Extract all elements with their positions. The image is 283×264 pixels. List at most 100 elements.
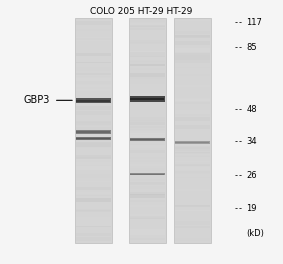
Bar	[175, 98, 210, 102]
Bar	[175, 55, 210, 59]
Bar	[175, 147, 210, 149]
Bar	[76, 131, 110, 133]
Bar	[76, 31, 111, 32]
Bar	[175, 225, 210, 228]
Bar	[76, 162, 111, 163]
Bar	[175, 173, 210, 175]
Bar	[175, 224, 210, 229]
Bar	[175, 146, 210, 151]
Bar	[130, 96, 165, 100]
Bar	[175, 152, 210, 153]
Bar	[175, 114, 210, 116]
Bar	[76, 192, 111, 194]
Bar	[130, 216, 165, 219]
Text: COLO 205 HT-29 HT-29: COLO 205 HT-29 HT-29	[90, 7, 193, 16]
Bar	[76, 137, 111, 141]
Bar	[76, 198, 111, 201]
Bar	[130, 82, 165, 87]
Bar	[175, 117, 210, 119]
Bar	[130, 184, 165, 189]
Bar	[175, 173, 210, 175]
Bar	[76, 177, 111, 180]
Bar	[175, 141, 210, 144]
Bar	[130, 238, 165, 240]
Text: --: --	[233, 18, 243, 27]
Bar	[175, 205, 210, 207]
Bar	[130, 186, 165, 188]
Text: 48: 48	[246, 105, 257, 114]
Bar	[175, 184, 210, 185]
Bar	[130, 139, 164, 140]
Bar	[76, 142, 111, 147]
Bar	[76, 134, 111, 138]
Bar	[76, 122, 111, 126]
Bar	[130, 51, 165, 55]
Bar	[130, 186, 165, 189]
Bar	[175, 58, 210, 63]
Bar	[130, 176, 165, 181]
Bar	[130, 168, 165, 172]
Bar	[175, 59, 210, 64]
Bar	[130, 37, 165, 39]
Bar	[76, 166, 111, 169]
Bar	[175, 171, 210, 174]
Bar	[76, 169, 111, 172]
Bar	[76, 51, 111, 55]
Bar	[76, 147, 111, 150]
Bar	[175, 225, 210, 228]
Bar	[130, 138, 165, 141]
Bar	[76, 158, 111, 161]
Bar	[130, 133, 165, 137]
Bar	[76, 172, 111, 173]
Bar	[130, 77, 165, 79]
Bar	[130, 131, 165, 134]
Bar	[130, 122, 165, 125]
Bar	[76, 153, 111, 157]
Bar	[76, 27, 111, 30]
Bar	[76, 133, 111, 136]
Bar	[76, 133, 111, 137]
Bar	[175, 152, 210, 155]
Bar	[76, 50, 111, 53]
Bar	[130, 216, 165, 217]
Bar	[175, 161, 210, 166]
Bar	[130, 150, 165, 153]
Bar	[130, 117, 165, 122]
Bar	[130, 173, 165, 175]
Bar	[76, 162, 111, 165]
Bar	[175, 53, 210, 57]
Bar	[130, 205, 165, 209]
Bar	[175, 116, 210, 117]
Bar	[76, 73, 111, 75]
Text: 85: 85	[246, 43, 257, 52]
Bar	[76, 136, 111, 140]
Bar	[175, 167, 210, 168]
Bar	[130, 145, 165, 148]
Bar	[130, 120, 165, 121]
Bar	[76, 98, 111, 101]
Bar	[175, 83, 210, 87]
Bar	[175, 177, 210, 178]
Bar	[76, 148, 111, 149]
Bar	[175, 35, 210, 37]
Text: --: --	[233, 204, 243, 213]
Bar	[76, 21, 111, 25]
Bar	[76, 62, 111, 63]
Bar	[76, 78, 111, 81]
Bar	[76, 121, 111, 125]
Bar	[76, 140, 111, 144]
Bar	[130, 93, 165, 96]
Bar	[175, 184, 210, 187]
Bar	[175, 146, 210, 149]
Bar	[76, 217, 111, 221]
Bar	[175, 31, 210, 34]
Bar	[76, 38, 111, 40]
Bar	[76, 81, 111, 84]
Bar	[175, 101, 210, 104]
Bar	[175, 59, 210, 61]
Bar	[175, 220, 210, 225]
Bar	[76, 174, 111, 178]
Bar	[175, 202, 210, 206]
Bar	[76, 210, 111, 213]
Bar	[130, 51, 165, 55]
